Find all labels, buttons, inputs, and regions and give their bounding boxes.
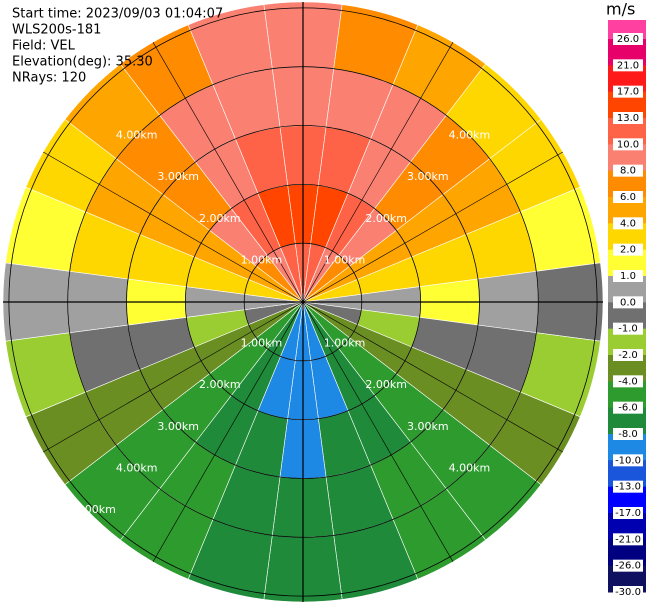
range-label: 4.00km [116, 129, 158, 142]
colorbar-label: -13.0 [615, 482, 641, 493]
range-ring [67, 66, 539, 538]
colorbar-label-bg [613, 243, 643, 256]
colorbar-label: -2.0 [618, 350, 638, 361]
colorbar-label: -17.0 [615, 508, 641, 519]
colorbar-label-bg [613, 559, 643, 572]
range-label: 1.00km [324, 253, 366, 266]
colorbar-label: -6.0 [618, 403, 638, 414]
header-line: Elevation(deg): 35.30 [12, 55, 153, 70]
colorbar-label-bg [613, 164, 643, 177]
range-label: 4.00km [116, 461, 158, 474]
colorbar-label-bg [613, 33, 643, 45]
colorbar-label: -10.0 [615, 455, 641, 466]
colorbar-label: -21.0 [615, 534, 641, 545]
colorbar-label: 13.0 [617, 113, 639, 124]
range-label: 5.00km [74, 503, 116, 516]
colorbar-label: -1.0 [618, 324, 638, 335]
colorbar-label-bg [613, 322, 643, 335]
colorbar-label: 8.0 [620, 166, 636, 177]
range-label: 4.00km [449, 129, 491, 142]
colorbar-label: -4.0 [618, 376, 638, 387]
colorbar-label-bg [613, 270, 643, 282]
range-ring [8, 7, 598, 597]
overlay: 1.00km 1.00km 1.00km 1.00km 2.00km 2.00km 2.00… [3, 2, 603, 602]
colorbar-label-bg [613, 191, 643, 203]
colorbar-label-bg [613, 59, 643, 72]
colorbar-title: m/s [606, 0, 635, 19]
colorbar-label-bg [613, 480, 643, 493]
range-label: 2.00km [365, 212, 407, 225]
range-ring [184, 183, 422, 421]
colorbar-label: -26.0 [615, 561, 641, 572]
header-line: Start time: 2023/09/03 01:04:07 [12, 7, 223, 22]
colorbar-label-bg [613, 112, 643, 124]
range-label: 1.00km [241, 253, 283, 266]
colorbar-label-bg [613, 401, 643, 414]
colorbar-label: -8.0 [618, 429, 638, 440]
range-label: 3.00km [157, 420, 199, 433]
colorbar-label-bg [613, 428, 643, 440]
header-line: WLS200s-181 [12, 23, 101, 38]
range-label: 3.00km [407, 170, 449, 183]
colorbar-label: 10.0 [617, 139, 639, 150]
colorbar-label-bg [613, 296, 643, 309]
radial-line [152, 42, 454, 562]
range-ring [126, 125, 480, 479]
colorbar-label: 26.0 [617, 34, 639, 45]
range-label: 4.00km [449, 461, 491, 474]
range-label: 2.00km [365, 378, 407, 391]
range-ring [243, 242, 363, 362]
range-label: 1.00km [324, 337, 366, 350]
colorbar-label: 21.0 [617, 60, 639, 71]
range-label: 2.00km [199, 378, 241, 391]
colorbar-label-bg [613, 217, 643, 230]
colorbar-label: 4.0 [620, 218, 636, 229]
colorbar-label: 17.0 [617, 87, 639, 98]
header-line: Field: VEL [12, 39, 76, 54]
range-label: 1.00km [241, 337, 283, 350]
colorbar-label-bg [613, 507, 643, 519]
colorbar-label-bg [613, 533, 643, 546]
colorbar-label-bg [613, 454, 643, 467]
colorbar-label-bg [613, 349, 643, 361]
colorbar-label: 1.0 [620, 271, 636, 282]
header-line: NRays: 120 [12, 71, 86, 86]
colorbar-label: -30.0 [615, 587, 641, 598]
colorbar-label-bg [613, 586, 643, 598]
colorbar-label-bg [613, 375, 643, 388]
colorbar-label-bg [613, 85, 643, 98]
range-label: 3.00km [407, 420, 449, 433]
colorbar-label: 6.0 [620, 192, 636, 203]
colorbar-label-bg [613, 138, 643, 151]
colorbar-label: 0.0 [620, 297, 636, 308]
colorbar-label: 2.0 [620, 245, 636, 256]
radar-field [2, 1, 604, 603]
range-label: 3.00km [157, 170, 199, 183]
range-label: 2.00km [199, 212, 241, 225]
